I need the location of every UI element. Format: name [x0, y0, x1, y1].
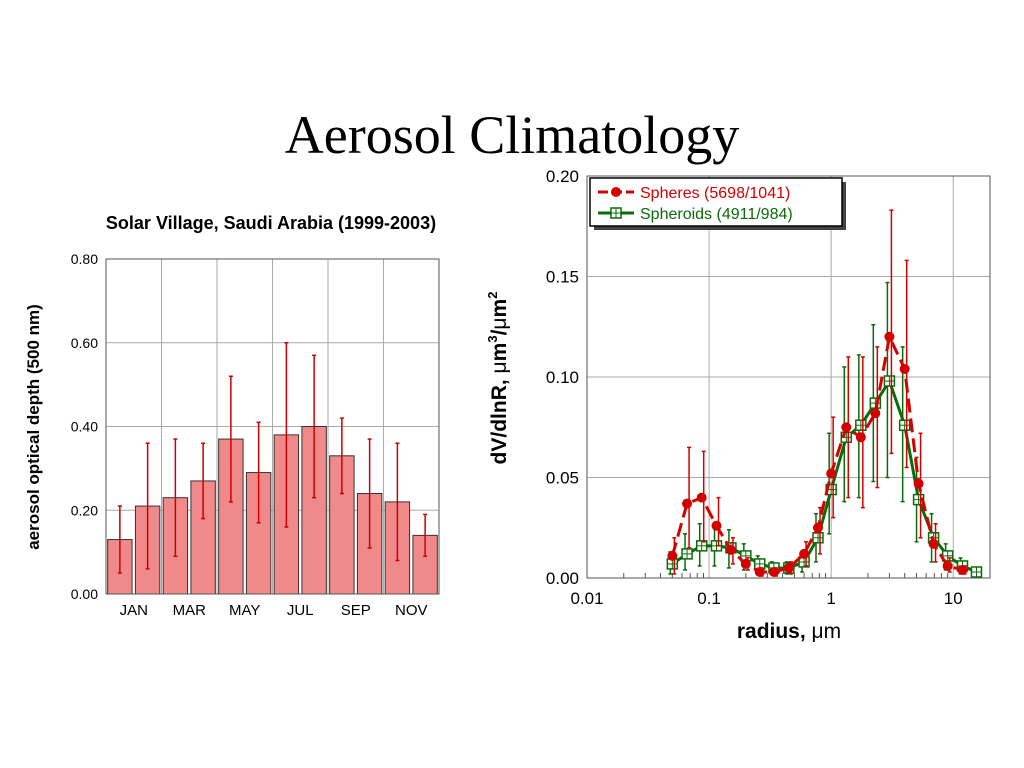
- bar-x-tick-label: SEP: [341, 602, 371, 619]
- bar-y-tick-label: 0.80: [71, 251, 98, 267]
- line-chart-y-axis-label: dV/dlnR, μm3/μm2: [485, 292, 511, 465]
- data-point: [711, 520, 722, 531]
- line-x-tick-label: 0.01: [570, 589, 603, 608]
- line-chart-grid: [586, 175, 991, 579]
- data-point: [725, 544, 736, 555]
- bar-chart-y-axis-label: aerosol optical depth (500 nm): [24, 304, 43, 550]
- line-y-tick-label: 0.00: [546, 569, 579, 588]
- data-point: [826, 468, 837, 479]
- bar-x-tick-label: JUL: [287, 602, 314, 619]
- x-label-unit: μm: [812, 620, 842, 643]
- bar-x-tick-label: MAY: [229, 602, 260, 619]
- line-y-tick-label: 0.05: [546, 469, 579, 488]
- line-chart-x-ticks: 0.01 0.1 1 10: [570, 589, 962, 608]
- legend-marker: [611, 187, 621, 197]
- bar-y-tick-label: 0.20: [71, 502, 98, 518]
- bar-x-tick-label: JAN: [120, 602, 148, 619]
- bar-chart-error-bars: [117, 342, 428, 574]
- data-point: [928, 538, 939, 549]
- data-point: [696, 492, 707, 503]
- line-y-tick-label: 0.15: [546, 268, 579, 287]
- data-point: [754, 566, 765, 577]
- bar-x-tick-label: NOV: [395, 602, 428, 619]
- bar-chart-frame: [105, 258, 440, 595]
- data-point: [768, 566, 779, 577]
- data-point: [799, 548, 810, 559]
- slide-title: Aerosol Climatology: [284, 105, 740, 165]
- data-point: [667, 550, 678, 561]
- bar-chart-x-ticks: JAN MAR MAY JUL SEP NOV: [120, 602, 428, 619]
- data-point: [884, 331, 895, 342]
- series-spheres: [667, 209, 968, 577]
- line-chart-x-axis-label: radius, μm: [737, 620, 841, 643]
- data-point: [899, 363, 910, 374]
- bar-chart-title: Solar Village, Saudi Arabia (1999-2003): [106, 213, 436, 233]
- bar-x-tick-label: MAR: [173, 602, 207, 619]
- data-point: [812, 522, 823, 533]
- line-y-tick-label: 0.20: [546, 167, 579, 186]
- bar-y-tick-label: 0.60: [71, 335, 98, 351]
- data-point: [740, 558, 751, 569]
- bar-y-tick-label: 0.40: [71, 419, 98, 435]
- line-x-tick-label: 1: [826, 589, 835, 608]
- bar-chart-y-ticks: 0.00 0.20 0.40 0.60 0.80: [71, 251, 98, 602]
- legend-label: Spheroids (4911/984): [640, 206, 793, 223]
- legend-label: Spheres (5698/1041): [640, 185, 790, 202]
- data-point: [841, 422, 852, 433]
- data-point: [783, 562, 794, 573]
- line-x-tick-label: 10: [944, 589, 963, 608]
- line-chart-legend: Spheres (5698/1041) Spheroids (4911/984): [589, 177, 846, 230]
- data-point: [855, 432, 866, 443]
- series-spheroids: [666, 281, 983, 578]
- data-point: [682, 498, 693, 509]
- data-point: [942, 560, 953, 571]
- data-point: [913, 478, 924, 489]
- x-label-text: radius,: [737, 620, 812, 643]
- data-point: [957, 564, 968, 575]
- bar-y-tick-label: 0.00: [71, 586, 98, 602]
- line-chart-frame: [586, 175, 991, 579]
- line-x-tick-label: 0.1: [697, 589, 721, 608]
- data-point: [870, 408, 881, 419]
- line-y-tick-label: 0.10: [546, 368, 579, 387]
- line-chart-y-ticks: 0.00 0.05 0.10 0.15 0.20: [546, 167, 579, 588]
- line-chart-series: [666, 209, 983, 578]
